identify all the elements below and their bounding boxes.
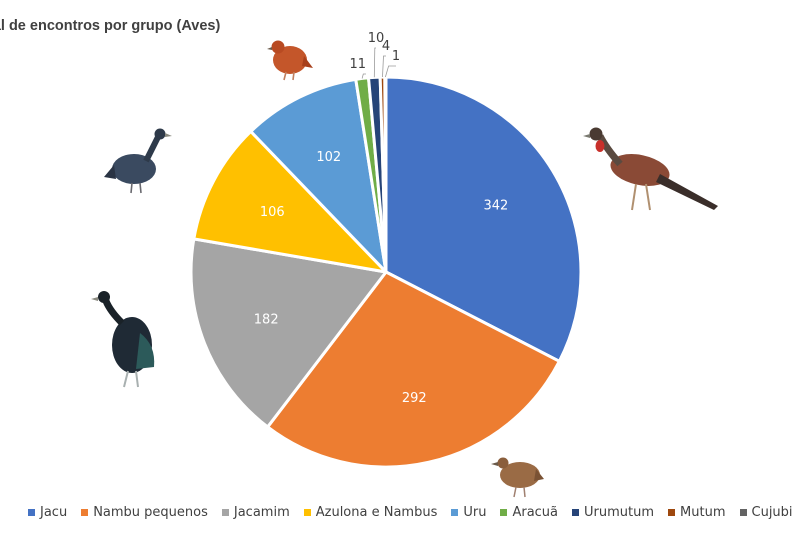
legend-swatch — [572, 509, 580, 516]
leader-line-8 — [382, 55, 386, 78]
data-label-5: 102 — [316, 150, 341, 165]
legend-label: Azulona e Nambus — [315, 505, 438, 520]
data-label-2: 292 — [402, 391, 427, 406]
guan-bird-icon — [583, 127, 718, 211]
legend-swatch — [221, 509, 229, 516]
partridge-bird-icon — [267, 40, 313, 81]
legend-item: Aracuã — [500, 505, 558, 520]
legend-label: Uru — [463, 505, 487, 520]
data-label-3: 182 — [254, 313, 279, 328]
trumpeter-bird-icon — [91, 291, 155, 388]
leader-lines — [361, 47, 396, 79]
legend-swatch — [81, 509, 89, 516]
data-label-8: 4 — [382, 39, 390, 54]
pie-slice-4 — [192, 129, 388, 274]
chart-title: tal de encontros por grupo (Aves) — [0, 18, 221, 34]
legend-item: Uru — [451, 505, 486, 520]
dark-bird-icon — [104, 128, 172, 194]
legend-item: Nambu pequenos — [81, 505, 208, 520]
legend-swatch — [500, 509, 508, 516]
legend-label: Aracuã — [512, 505, 559, 520]
legend-label: Cujubi — [751, 505, 793, 520]
legend-item: Mutum — [668, 505, 726, 520]
pie-slice-1 — [384, 75, 583, 363]
legend-swatch — [303, 509, 311, 516]
data-label-4: 106 — [260, 205, 285, 220]
legend-item: Jacu — [28, 505, 67, 520]
leader-line-7 — [373, 47, 376, 78]
data-label-6: 11 — [349, 57, 366, 72]
chart-legend: Jacu Nambu pequenos Jacamim Azulona e Nambu… — [28, 505, 793, 520]
legend-label: Nambu pequenos — [93, 505, 208, 520]
pie-slices — [189, 75, 583, 469]
pie-slice-9 — [383, 75, 388, 274]
legend-swatch — [451, 509, 459, 516]
legend-label: Jacamim — [233, 505, 290, 520]
legend-item: Urumutum — [572, 505, 654, 520]
legend-label: Jacu — [40, 505, 68, 520]
tinamou-bird-icon — [491, 457, 544, 498]
legend-item: Jacamim — [221, 505, 290, 520]
data-label-1: 342 — [483, 199, 508, 214]
pie-slice-2 — [266, 270, 561, 469]
leader-line-6 — [361, 73, 366, 79]
data-label-7: 10 — [368, 31, 385, 46]
legend-item: Azulona e Nambus — [303, 505, 438, 520]
legend-label: Urumutum — [584, 505, 655, 520]
legend-swatch — [739, 509, 747, 516]
legend-item: Cujubi — [739, 505, 793, 520]
data-label-9: 1 — [392, 49, 400, 64]
legend-label: Mutum — [680, 505, 726, 520]
legend-swatch — [668, 509, 676, 516]
leader-line-9 — [385, 65, 396, 78]
pie-slice-5 — [249, 77, 388, 274]
legend-swatch — [28, 509, 35, 516]
pie-slice-3 — [189, 237, 388, 429]
